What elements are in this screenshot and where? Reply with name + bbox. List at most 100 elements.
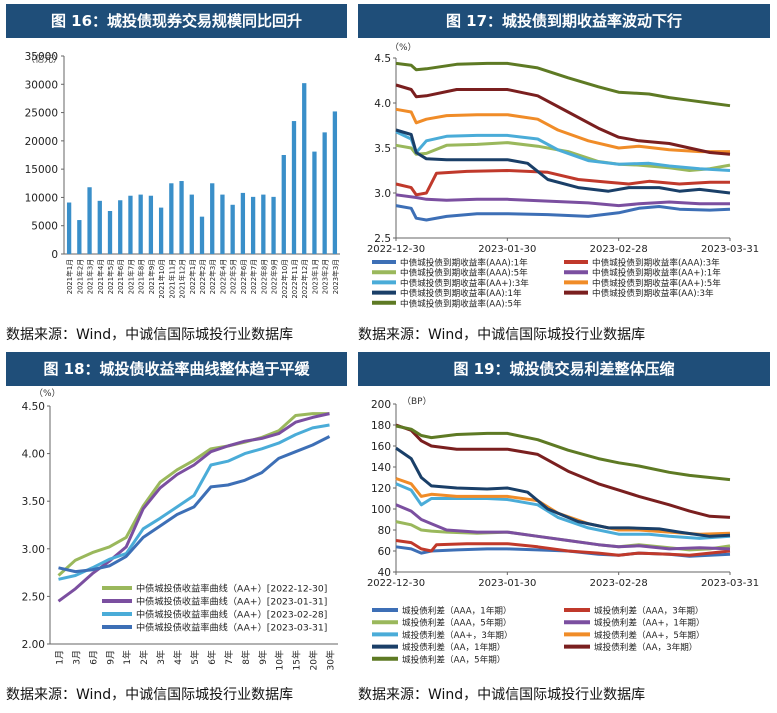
x-tick-label: 2023-03-31 [701,578,759,589]
source-note-16: 数据来源：Wind，中诚信国际城投行业数据库 [6,327,294,343]
x-tick-label: 10年 [274,650,286,670]
bar [158,207,164,254]
legend-label: 中债城投债收益率曲线（AA+）[2023-03-31] [136,622,327,634]
x-tick-label: 3月 [71,650,82,665]
x-tick-label: 2年 [138,650,150,665]
legend-label: 中债城投债到期收益率(AA+):1年 [592,267,721,279]
x-tick-label: 2023-03-31 [701,244,759,255]
series-line [395,482,731,540]
legend-label: 中债城投债到期收益率(AAA):3年 [592,257,720,269]
bar [302,83,307,254]
x-tick-label: 9月 [105,650,116,665]
bar [332,111,338,254]
x-tick-label: 15年 [291,650,303,670]
bar [138,194,143,254]
y-tick-label: 200 [371,399,391,411]
x-tick-label: 20年 [308,650,320,670]
x-tick-label: 2021年11月 [167,259,176,299]
series-line [395,424,731,482]
source-note-18: 数据来源：Wind，中诚信国际城投行业数据库 [6,687,294,703]
y-tick-label: 35000 [25,51,58,63]
series-line [395,128,731,195]
x-tick-label: 2021年4月 [96,259,105,294]
series-line [395,61,731,108]
bar [250,196,256,254]
line-chart-17: （%） 2.5 3.0 3.5 4.0 4.5 2022-12-30 2023-01-30 20… [358,38,770,320]
legend-label: 城投债利差（AA+，5年期） [594,629,705,641]
chart-header-18: 图 18：城投债收益率曲线整体趋于平缓 [6,352,347,386]
y-tick-label: 25000 [25,108,58,120]
x-tick-label: 6月 [88,650,99,665]
x-tick-label: 2021年8月 [137,259,146,294]
legend-label: 中债城投债收益率曲线（AA+）[2022-12-30] [136,583,327,595]
bar [148,195,154,254]
x-tick-label: 2022-12-30 [367,244,425,255]
legend-label: 城投债利差（AA，1年期） [402,641,505,653]
legend-label: 城投债利差（AAA，5年期） [402,617,512,629]
x-tick-label: 6年 [206,650,218,665]
legend-label: 中债城投债到期收益率(AA):1年 [400,287,522,299]
x-tick-label: 2022年5月 [229,259,238,294]
y-tick-label: 2.00 [22,639,45,651]
bar [97,200,102,254]
legend-label: 中债城投债收益率曲线（AA+）[2023-02-28] [136,609,327,621]
series-line [57,412,330,577]
y-tick-label: 3.0 [374,188,391,200]
bar [261,194,266,254]
y-tick-label: 10000 [25,192,58,204]
bar [230,204,235,254]
x-tick-label: 2022年6月 [239,259,248,294]
legend-label: 城投债利差（AAA，1年期） [402,605,512,617]
x-tick-label: 2021年9月 [147,259,156,294]
y-tick-label: 20000 [25,136,58,148]
legend-label: 中债城投债收益率曲线（AA+）[2023-01-31] [136,596,327,608]
series-line [395,83,731,156]
bar [87,187,92,254]
legend-label: 中债城投债到期收益率(AA):3年 [592,287,714,299]
series-line [395,169,730,197]
x-tick-label: 2023-02-28 [590,244,648,255]
x-tick-label: 1月 [54,650,65,665]
x-tick-label: 1年 [121,650,133,665]
x-tick-label: 2021年7月 [126,259,135,294]
bar [169,183,174,254]
bar [77,220,82,254]
x-tick-label: 2021年5月 [106,259,115,294]
series-line [395,193,730,208]
x-tick-label: 2022年8月 [259,259,268,294]
series-line [395,141,731,172]
x-tick-label: 2021年10月 [157,259,166,299]
legend-bg [100,581,340,593]
bar [189,194,194,254]
chart-header-17: 图 17：城投债到期收益率波动下行 [358,4,770,38]
x-tick-label: 2022年4月 [218,259,227,294]
series-line [57,412,330,603]
bar [128,195,133,254]
legend-label: 中债城投债到期收益率(AA+):5年 [592,277,721,289]
series-line [395,503,731,551]
bar [322,132,327,254]
y-tick-label: 4.00 [22,449,45,461]
series-line [395,130,731,172]
bar [220,194,225,254]
x-tick-label: 2021年2月 [75,259,84,294]
legend-label: 中债城投债到期收益率(AAA):5年 [400,267,528,279]
y-tick-label: 2.50 [22,591,45,603]
x-tick-label: 4年 [172,650,184,665]
x-tick-label: 2021年1月 [65,259,74,294]
bar [240,192,246,254]
x-tick-label: 2023-02-28 [590,578,648,589]
legend-bg [100,620,340,632]
legend-label: 中债城投债到期收益率(AA+):3年 [400,277,529,289]
y-tick-label: 2.5 [374,233,391,245]
y-tick-label: 180 [371,420,391,432]
x-tick-label: 2023年3月 [331,259,340,294]
y-tick-label: 4.50 [22,401,45,413]
bar [281,155,286,254]
y-tick-label: 4.0 [374,98,391,110]
bar [179,181,184,254]
chart-header-19: 图 19：城投债交易利差整体压缩 [358,352,770,386]
y-tick-label: 80 [378,525,391,537]
bar [291,121,297,254]
x-tick-label: 9年 [257,650,269,665]
